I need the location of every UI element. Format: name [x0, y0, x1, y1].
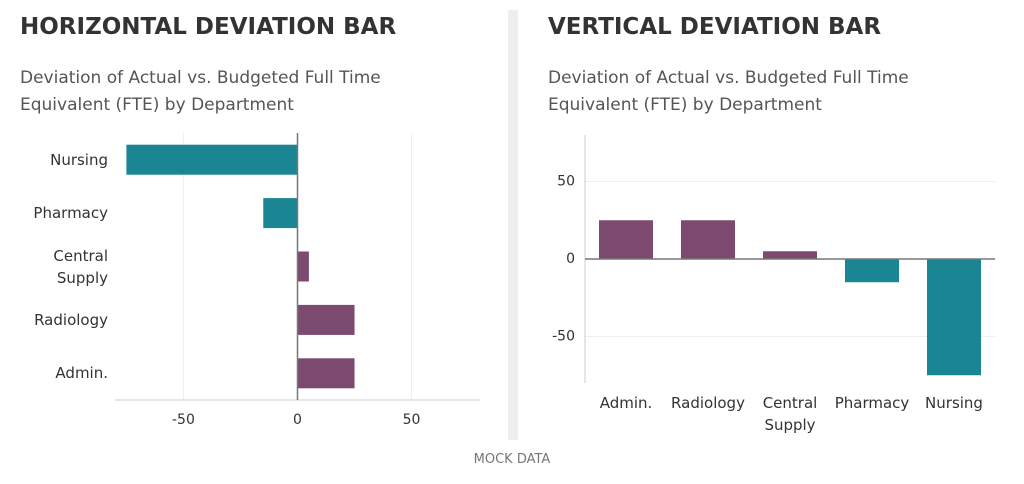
y-tick-label: 50 [557, 174, 575, 190]
x-tick-label: -50 [172, 412, 195, 428]
bar [297, 304, 355, 335]
bar [297, 251, 309, 282]
category-label: Admin. [55, 364, 108, 383]
y-tick-label: 0 [566, 251, 575, 267]
category-label: Pharmacy [834, 394, 910, 412]
bar [126, 144, 298, 175]
bar [763, 251, 817, 259]
chart-subtitle: Deviation of Actual vs. Budgeted Full Ti… [20, 68, 381, 115]
category-label: Radiology [34, 310, 108, 329]
category-label: Nursing [50, 150, 108, 169]
x-tick-label: 50 [403, 412, 421, 428]
bar [681, 220, 735, 259]
y-tick-label: -50 [552, 329, 575, 345]
category-label: Central Supply [53, 246, 108, 287]
category-label: Radiology [671, 394, 745, 412]
chart-title: HORIZONTAL DEVIATION BAR [20, 14, 397, 40]
category-label: Nursing [925, 394, 983, 412]
bar [263, 198, 298, 229]
bar [927, 259, 981, 376]
divider [508, 10, 518, 440]
footer: MOCK DATA [473, 452, 551, 467]
bar [297, 358, 355, 389]
bar [599, 220, 653, 259]
x-tick-label: 0 [293, 412, 302, 428]
category-label: Pharmacy [33, 204, 108, 223]
category-label: Central Supply [762, 394, 818, 434]
chart-title: VERTICAL DEVIATION BAR [548, 14, 882, 40]
category-label: Admin. [599, 394, 653, 412]
bar [845, 259, 899, 283]
chart-subtitle: Deviation of Actual vs. Budgeted Full Ti… [548, 68, 909, 115]
